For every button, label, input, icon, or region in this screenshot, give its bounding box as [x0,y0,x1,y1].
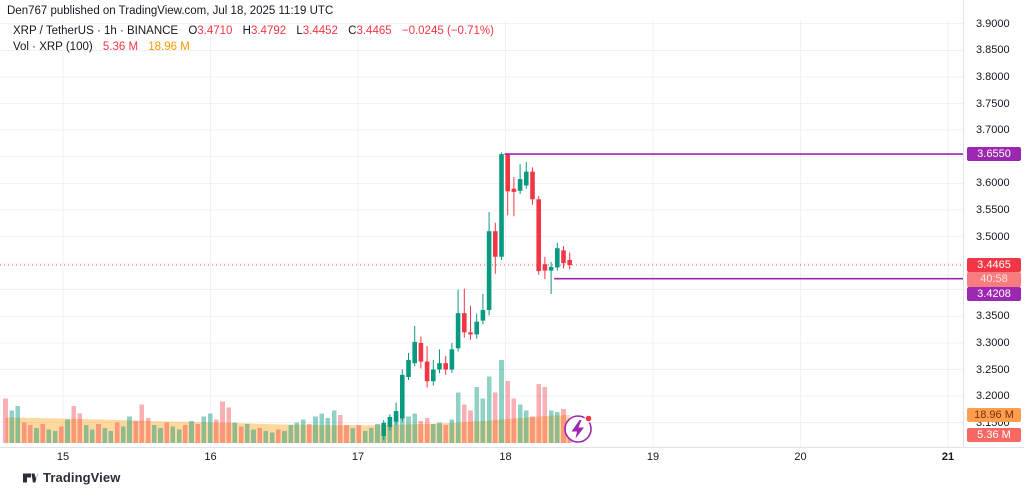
open-label: O [188,25,198,37]
volume-value: 5.36 M [102,41,139,53]
time-label: 21 [941,451,955,463]
price-label: 3.9000 [976,17,1010,30]
price-label: 3.5000 [976,230,1010,243]
volume-indicator-label: Vol · XRP (100) [13,41,93,53]
chart-pane-graphics [0,20,963,447]
close-value: 3.4465 [356,25,392,37]
candles [381,152,572,440]
change-value: −0.0245 (−0.71%) [401,25,494,37]
bar-countdown-badge: 40:58 [967,272,1021,287]
legend-volume-row[interactable]: Vol · XRP (100) 5.36 M 18.96 M [13,39,494,55]
price-label: 3.8500 [976,44,1010,57]
volume-bars [3,360,572,443]
tradingview-logo-text: TradingView [43,470,121,485]
resistance-price-badge: 3.6550 [967,146,1021,162]
flash-icon[interactable] [564,414,593,443]
symbol-title: XRP / TetherUS · 1h · BINANCE [13,25,179,37]
close-label: C [348,25,357,37]
price-label: 3.5500 [976,203,1010,216]
price-label: 3.7500 [976,97,1010,110]
volume-value-badge: 5.36 M [967,427,1021,443]
price-label: 3.6000 [976,177,1010,190]
price-label: 3.8000 [976,70,1010,83]
chart-legend: XRP / TetherUS · 1h · BINANCE O3.4710 H3… [13,23,494,55]
high-value: 3.4792 [250,25,287,37]
time-label: 16 [204,451,217,463]
price-label: 3.3500 [976,310,1010,323]
time-label: 18 [499,451,512,463]
open-value: 3.4710 [197,25,233,37]
price-label: 3.7000 [976,124,1010,137]
price-axis[interactable]: 3.9000 3.8500 3.8000 3.7500 3.7000 3.6000 3.55… [963,0,1024,447]
time-label: 15 [56,451,70,463]
grid-lines [0,20,963,447]
tradingview-logo-icon [23,473,38,482]
time-label: 17 [351,451,365,463]
volume-ma-value: 18.96 M [148,41,190,53]
tradingview-logo[interactable]: TradingView [22,470,120,485]
legend-symbol-row[interactable]: XRP / TetherUS · 1h · BINANCE O3.4710 H3… [13,23,494,39]
volume-ma-area [5,414,570,443]
price-label: 3.3000 [976,336,1010,349]
support-price-badge: 3.4208 [967,286,1021,302]
low-value: 3.4452 [302,25,338,37]
price-label: 3.2000 [976,390,1010,403]
last-price-badge: 3.4465 [967,257,1021,273]
low-label: L [296,25,303,37]
volume-ma-badge: 18.96 M [967,407,1021,423]
price-label: 3.2500 [976,363,1010,376]
time-label: 19 [646,451,660,463]
high-label: H [242,25,251,37]
time-axis[interactable]: 15 16 17 18 19 20 21 [0,447,1024,468]
published-line: Den767 published on TradingView.com, Jul… [7,5,334,17]
time-label: 20 [794,451,807,463]
